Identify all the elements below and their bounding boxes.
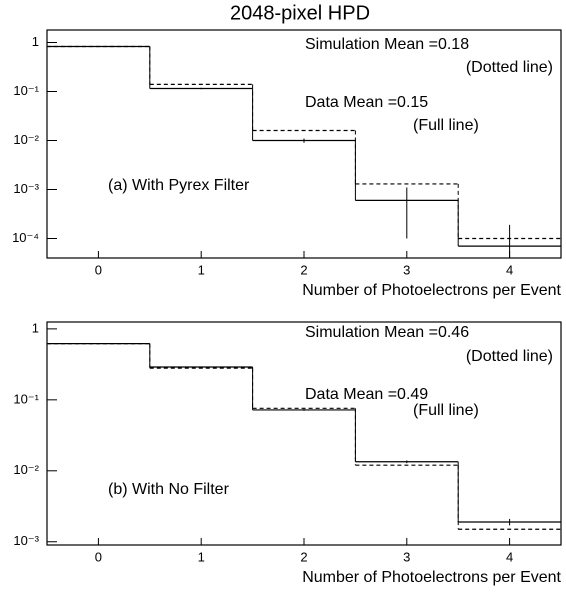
y-tick-label: 10⁻³ — [13, 533, 39, 548]
x-tick-label: 0 — [95, 549, 102, 564]
annotation: (b) With No Filter — [108, 481, 230, 498]
x-tick-label: 0 — [95, 262, 102, 277]
y-tick-label: 10⁻³ — [13, 181, 39, 196]
annotation: (Full line) — [413, 402, 479, 419]
annotation: Data Mean =0.49 — [305, 386, 428, 403]
y-tick-label: 10⁻¹ — [13, 391, 39, 406]
x-tick-label: 2 — [300, 549, 307, 564]
y-tick-label: 1 — [32, 320, 39, 335]
x-tick-label: 4 — [506, 549, 513, 564]
y-tick-label: 10⁻² — [13, 462, 39, 477]
x-axis-title: Number of Photoelectrons per Event — [302, 569, 561, 586]
annotation: Simulation Mean =0.18 — [305, 36, 469, 53]
y-tick-label: 1 — [32, 34, 39, 49]
annotation: Simulation Mean =0.46 — [305, 324, 469, 341]
y-tick-label: 10⁻² — [13, 132, 39, 147]
x-tick-label: 1 — [198, 262, 205, 277]
x-tick-label: 3 — [403, 262, 410, 277]
annotation: Data Mean =0.15 — [305, 94, 428, 111]
annotation: (Full line) — [413, 117, 479, 134]
x-tick-label: 3 — [403, 549, 410, 564]
x-tick-label: 1 — [198, 549, 205, 564]
x-tick-label: 2 — [300, 262, 307, 277]
annotation: (a) With Pyrex Filter — [108, 177, 250, 194]
annotation: (Dotted line) — [466, 348, 553, 365]
annotation: (Dotted line) — [466, 59, 553, 76]
y-tick-label: 10⁻¹ — [13, 83, 39, 98]
y-tick-label: 10⁻⁴ — [12, 230, 39, 245]
x-tick-label: 4 — [506, 262, 513, 277]
x-axis-title: Number of Photoelectrons per Event — [302, 282, 561, 299]
chart-title: 2048-pixel HPD — [230, 2, 370, 24]
